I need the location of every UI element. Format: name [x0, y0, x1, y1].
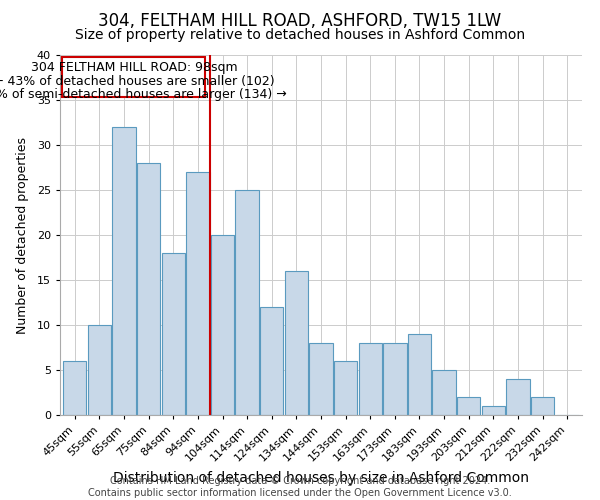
Bar	[334, 361, 358, 415]
FancyBboxPatch shape	[62, 57, 205, 98]
Text: 304, FELTHAM HILL ROAD, ASHFORD, TW15 1LW: 304, FELTHAM HILL ROAD, ASHFORD, TW15 1L…	[98, 12, 502, 30]
Bar	[186, 172, 209, 415]
Bar	[260, 307, 283, 415]
Text: 304 FELTHAM HILL ROAD: 98sqm: 304 FELTHAM HILL ROAD: 98sqm	[31, 62, 237, 74]
X-axis label: Distribution of detached houses by size in Ashford Common: Distribution of detached houses by size …	[113, 472, 529, 486]
Bar	[137, 163, 160, 415]
Bar	[235, 190, 259, 415]
Bar	[531, 397, 554, 415]
Bar	[383, 343, 407, 415]
Bar	[433, 370, 456, 415]
Bar	[161, 253, 185, 415]
Y-axis label: Number of detached properties: Number of detached properties	[16, 136, 29, 334]
Bar	[63, 361, 86, 415]
Text: Contains HM Land Registry data © Crown copyright and database right 2024.
Contai: Contains HM Land Registry data © Crown c…	[88, 476, 512, 498]
Bar	[88, 325, 111, 415]
Bar	[482, 406, 505, 415]
Text: 56% of semi-detached houses are larger (134) →: 56% of semi-detached houses are larger (…	[0, 88, 287, 102]
Bar	[112, 127, 136, 415]
Bar	[359, 343, 382, 415]
Bar	[457, 397, 481, 415]
Bar	[284, 271, 308, 415]
Bar	[408, 334, 431, 415]
Bar	[310, 343, 332, 415]
Text: Size of property relative to detached houses in Ashford Common: Size of property relative to detached ho…	[75, 28, 525, 42]
Text: ← 43% of detached houses are smaller (102): ← 43% of detached houses are smaller (10…	[0, 75, 275, 88]
Bar	[506, 379, 530, 415]
Bar	[211, 235, 234, 415]
